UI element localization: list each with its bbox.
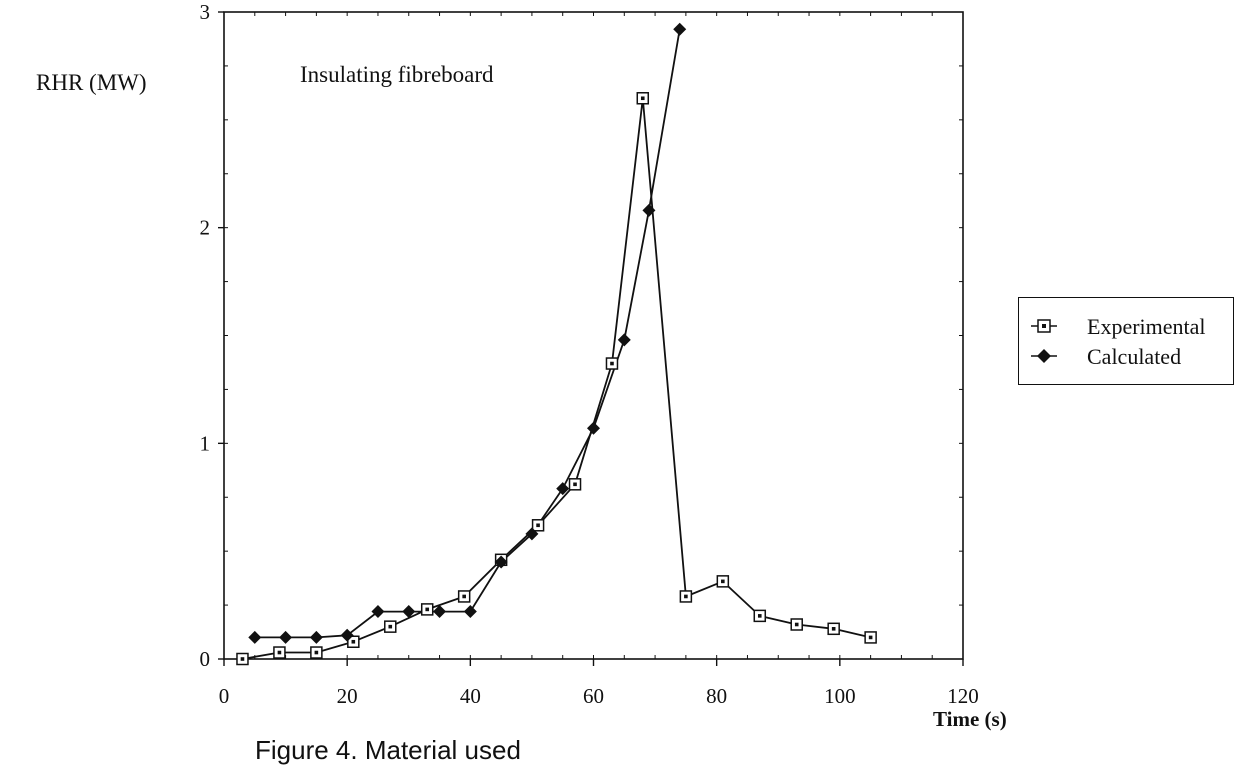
- legend-item-calculated: Calculated: [1019, 342, 1233, 370]
- chart-annotation: Insulating fibreboard: [300, 62, 494, 87]
- y-tick-label: 0: [200, 647, 211, 671]
- data-point-experimental: [605, 357, 619, 370]
- figure-caption: Figure 4. Material used: [255, 735, 521, 765]
- x-tick-label: 40: [460, 684, 481, 708]
- data-point-calculated: [248, 630, 262, 644]
- data-point-experimental: [864, 631, 877, 644]
- data-point-experimental: [236, 652, 249, 666]
- data-point-calculated: [494, 555, 508, 569]
- data-point-calculated: [642, 203, 656, 217]
- data-point-calculated: [525, 527, 539, 541]
- y-tick-label: 1: [200, 431, 211, 455]
- y-tick-label: 2: [200, 216, 211, 240]
- x-tick-label: 100: [824, 684, 856, 708]
- data-point-calculated: [402, 605, 416, 619]
- y-tick-label: 3: [200, 0, 211, 24]
- legend: Experimental Calculated: [1018, 297, 1234, 385]
- data-point-experimental: [457, 590, 471, 603]
- x-tick-label: 20: [337, 684, 358, 708]
- plot-frame: [223, 11, 964, 660]
- x-tick-label: 120: [947, 684, 979, 708]
- data-point-calculated: [587, 421, 600, 435]
- data-point-calculated: [279, 630, 293, 644]
- data-point-experimental: [636, 92, 650, 105]
- data-point-calculated: [673, 22, 687, 36]
- legend-item-experimental: Experimental: [1019, 312, 1233, 340]
- data-point-experimental: [568, 478, 582, 491]
- data-point-calculated: [617, 333, 631, 347]
- data-point-calculated: [309, 630, 323, 644]
- data-point-calculated: [340, 628, 354, 642]
- data-point-experimental: [420, 603, 434, 616]
- x-tick-label: 60: [583, 684, 604, 708]
- legend-label-calculated: Calculated: [1087, 344, 1182, 369]
- x-tick-label: 80: [706, 684, 727, 708]
- data-point-experimental: [827, 622, 840, 636]
- data-point-experimental: [679, 590, 693, 603]
- x-axis-label: Time (s): [933, 707, 1007, 731]
- data-point-experimental: [310, 646, 323, 659]
- data-point-experimental: [790, 618, 803, 631]
- data-point-experimental: [273, 646, 286, 659]
- data-point-experimental: [753, 609, 767, 623]
- data-point-experimental: [384, 620, 397, 633]
- data-point-experimental: [531, 519, 545, 532]
- data-point-calculated: [371, 605, 385, 619]
- series-line-experimental: [242, 97, 871, 660]
- open-square-marker-icon: [1031, 319, 1057, 333]
- data-point-calculated: [556, 482, 570, 496]
- data-point-experimental: [347, 635, 360, 648]
- data-point-experimental: [716, 575, 730, 588]
- x-tick-label: 0: [219, 684, 230, 708]
- data-point-calculated: [433, 605, 447, 619]
- y-axis-label: RHR (MW): [36, 70, 147, 95]
- legend-label-experimental: Experimental: [1087, 314, 1206, 339]
- data-point-calculated: [463, 605, 477, 619]
- filled-diamond-marker-icon: [1031, 349, 1057, 363]
